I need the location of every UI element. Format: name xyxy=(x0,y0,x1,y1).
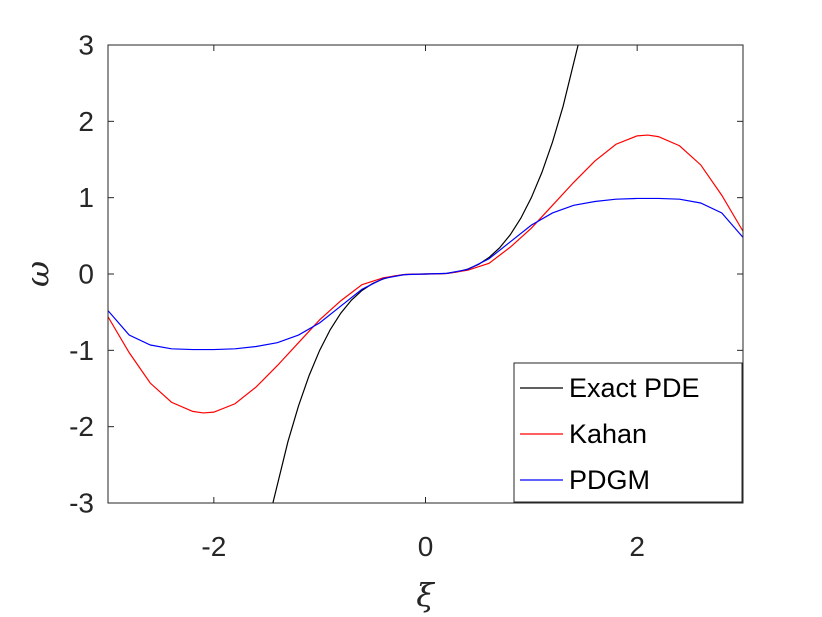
y-tick-label: -3 xyxy=(69,488,94,519)
y-axis-label: ω xyxy=(19,261,57,287)
x-tick-label: -2 xyxy=(201,531,226,562)
legend-entries: Exact PDE Kahan PDGM xyxy=(520,373,700,495)
plot-frame xyxy=(107,44,744,504)
y-tick-label: -2 xyxy=(69,411,94,442)
series-layer xyxy=(108,45,743,503)
legend-label: Exact PDE xyxy=(569,373,700,403)
y-tick-label: 3 xyxy=(78,30,94,61)
x-axis-label: ξ xyxy=(416,576,435,614)
tick-labels: -2 0 2 -3 -2 -1 0 1 2 3 xyxy=(69,30,645,563)
x-tick-label: 0 xyxy=(418,531,434,562)
legend-label: PDGM xyxy=(569,465,650,495)
legend-label: Kahan xyxy=(569,419,647,449)
y-tick-label: 2 xyxy=(78,106,94,137)
y-tick-label: 1 xyxy=(78,182,94,213)
y-tick-label: 0 xyxy=(78,259,94,290)
x-tick-label: 2 xyxy=(629,531,645,562)
legend: Exact PDE Kahan PDGM xyxy=(513,362,743,503)
legend-box xyxy=(513,362,743,503)
y-tick-label: -1 xyxy=(69,335,94,366)
series-line-pdgm xyxy=(108,197,743,351)
